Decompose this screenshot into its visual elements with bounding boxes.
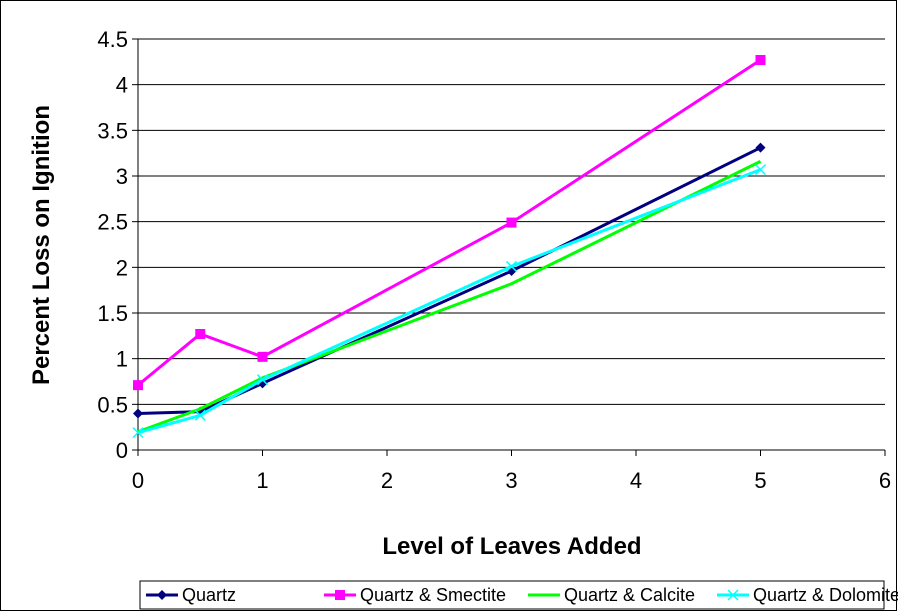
x-tick-label: 5 [754,468,766,493]
legend-item: Quartz [146,585,236,605]
y-tick-label: 3.5 [97,118,128,143]
x-tick-label: 3 [505,468,517,493]
y-tick-label: 1 [116,347,128,372]
legend-marker [335,590,345,600]
y-tick-label: 0.5 [97,392,128,417]
legend-item: Quartz & Dolomite [717,585,898,605]
data-point [133,380,143,391]
series-line [137,146,762,415]
data-point [755,55,766,66]
series-layer [132,55,767,439]
y-axis-title: Percent Loss on Ignition [28,105,55,385]
legend-item: Quartz & Calcite [528,585,695,605]
legend-marker [727,589,739,601]
x-tick-label: 0 [132,468,144,493]
legend-label: Quartz & Dolomite [753,585,898,605]
x-axis-title: Level of Leaves Added [382,533,641,560]
data-point [132,427,144,439]
data-point [257,351,268,362]
data-point [755,142,766,153]
data-point [506,217,517,228]
series-line [137,160,762,434]
legend-item: Quartz & Smectite [324,585,506,605]
data-point [195,329,206,340]
tick-labels: 0 0.5 1 1.5 2 2.5 3 3.5 4 4.5 0 1 2 3 4 5 6 [97,27,891,493]
legend: Quartz Quartz & Smectite Quartz & Calcite Q… [139,580,898,610]
legend-box [139,580,885,610]
y-tick-label: 4 [116,73,128,98]
y-tick-label: 2.5 [97,210,128,235]
y-tick-label: 4.5 [97,27,128,52]
series-quartz-dolomite [132,164,767,439]
x-tick-label: 2 [381,468,393,493]
y-tick-label: 0 [116,438,128,463]
data-point [194,409,206,421]
axes [132,38,886,456]
x-tick-label: 6 [879,468,891,493]
legend-label: Quartz & Smectite [360,585,506,605]
y-tick-label: 2 [116,255,128,280]
legend-marker [157,590,167,600]
data-point [133,408,143,419]
x-tick-label: 4 [630,468,642,493]
data-point [256,374,269,386]
y-tick-label: 1.5 [97,301,128,326]
series-quartz-calcite [137,160,762,434]
data-point [505,260,518,272]
series-line [137,58,762,387]
data-point [754,164,767,176]
y-tick-label: 3 [116,164,128,189]
legend-label: Quartz & Calcite [564,585,695,605]
series-quartz [133,142,766,419]
x-tick-label: 1 [256,468,268,493]
series-quartz-smectite [133,55,766,391]
legend-label: Quartz [182,585,236,605]
